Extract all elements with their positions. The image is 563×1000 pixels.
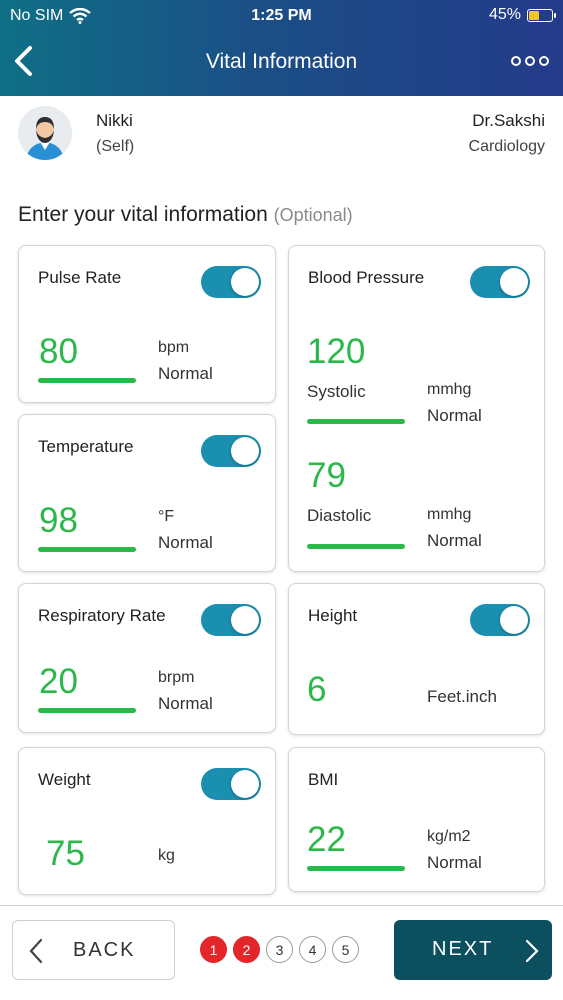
systolic-unit: mmhg: [427, 381, 472, 398]
temperature-toggle[interactable]: [201, 435, 261, 467]
section-heading: Enter your vital information (Optional): [18, 203, 353, 227]
app-header: No SIM 1:25 PM 45% Vital Information: [0, 0, 563, 96]
patient-name: Nikki: [96, 111, 133, 130]
height-unit: Feet.inch: [427, 687, 497, 706]
weight-unit: kg: [158, 847, 175, 864]
pulse-rate-label: Pulse Rate: [38, 268, 122, 287]
respiratory-rate-unit: brpm: [158, 669, 195, 686]
footer-divider: [0, 905, 563, 906]
battery-percent: 45%: [488, 6, 521, 23]
height-label: Height: [308, 606, 358, 625]
step-2[interactable]: 2: [233, 936, 260, 963]
bmi-card: BMI 22 kg/m2 Normal: [288, 747, 545, 892]
respiratory-rate-card: Respiratory Rate 20 brpm Normal: [18, 583, 276, 733]
blood-pressure-toggle[interactable]: [470, 266, 530, 298]
bmi-underline: [307, 866, 405, 871]
optional-hint: (Optional): [273, 205, 353, 225]
diastolic-label: Diastolic: [307, 506, 372, 525]
respiratory-rate-input[interactable]: 20: [39, 662, 78, 701]
step-indicator: 1 2 3 4 5: [200, 936, 359, 963]
step-1[interactable]: 1: [200, 936, 227, 963]
temperature-input[interactable]: 98: [39, 501, 78, 540]
step-3[interactable]: 3: [266, 936, 293, 963]
weight-toggle[interactable]: [201, 768, 261, 800]
back-button[interactable]: BACK: [12, 920, 175, 980]
chevron-left-icon: [29, 938, 43, 964]
pulse-rate-unit: bpm: [158, 339, 190, 356]
respiratory-rate-status: Normal: [158, 694, 213, 713]
weight-label: Weight: [38, 770, 91, 789]
systolic-label: Systolic: [307, 382, 366, 401]
section-title-text: Enter your vital information: [18, 203, 268, 226]
temperature-unit: °F: [158, 508, 175, 525]
patient-relation: (Self): [96, 138, 135, 155]
height-input[interactable]: 6: [307, 670, 327, 709]
next-button-label: NEXT: [432, 938, 494, 960]
bmi-label: BMI: [308, 770, 339, 789]
doctor-specialty: Cardiology: [468, 138, 545, 155]
systolic-status: Normal: [427, 406, 482, 425]
diastolic-unit: mmhg: [427, 506, 472, 523]
wifi-icon: [69, 8, 92, 24]
pulse-rate-underline: [38, 378, 136, 383]
back-button-label: BACK: [73, 939, 136, 961]
chevron-right-icon: [525, 939, 539, 963]
user-avatar-icon: [18, 106, 72, 160]
page-title: Vital Information: [205, 50, 358, 73]
temperature-card: Temperature 98 °F Normal: [18, 414, 276, 572]
status-bar: No SIM 1:25 PM 45%: [0, 0, 563, 32]
pulse-rate-card: Pulse Rate 80 bpm Normal: [18, 245, 276, 403]
weight-input[interactable]: 75: [46, 834, 85, 873]
patient-doctor-row: Nikki (Self) Dr.Sakshi Cardiology: [0, 96, 563, 176]
battery-icon: [527, 8, 556, 22]
bmi-unit: kg/m2: [427, 828, 471, 845]
height-toggle[interactable]: [470, 604, 530, 636]
temperature-status: Normal: [158, 533, 213, 552]
doctor-name: Dr.Sakshi: [472, 111, 545, 130]
pulse-rate-input[interactable]: 80: [39, 332, 78, 371]
step-4[interactable]: 4: [299, 936, 326, 963]
systolic-input[interactable]: 120: [307, 332, 366, 371]
respiratory-rate-toggle[interactable]: [201, 604, 261, 636]
weight-card: Weight 75 kg: [18, 747, 276, 895]
height-card: Height 6 Feet.inch: [288, 583, 545, 735]
carrier-label: No SIM: [10, 7, 64, 24]
bmi-value: 22: [307, 820, 346, 859]
respiratory-rate-label: Respiratory Rate: [38, 606, 166, 625]
next-button[interactable]: NEXT: [394, 920, 552, 980]
blood-pressure-card: Blood Pressure 120 Systolic mmhg Normal …: [288, 245, 545, 572]
pulse-rate-toggle[interactable]: [201, 266, 261, 298]
step-5[interactable]: 5: [332, 936, 359, 963]
diastolic-input[interactable]: 79: [307, 456, 346, 495]
temperature-underline: [38, 547, 136, 552]
more-options-icon[interactable]: [511, 56, 549, 66]
carrier-info: No SIM: [10, 7, 92, 25]
back-arrow-icon[interactable]: [10, 44, 42, 78]
diastolic-status: Normal: [427, 531, 482, 550]
pulse-rate-status: Normal: [158, 364, 213, 383]
temperature-label: Temperature: [38, 437, 134, 456]
diastolic-underline: [307, 544, 405, 549]
blood-pressure-label: Blood Pressure: [308, 268, 425, 287]
clock: 1:25 PM: [251, 7, 312, 24]
bmi-status: Normal: [427, 853, 482, 872]
respiratory-rate-underline: [38, 708, 136, 713]
battery-indicator: 45%: [488, 6, 556, 24]
avatar: [18, 106, 72, 160]
systolic-underline: [307, 419, 405, 424]
